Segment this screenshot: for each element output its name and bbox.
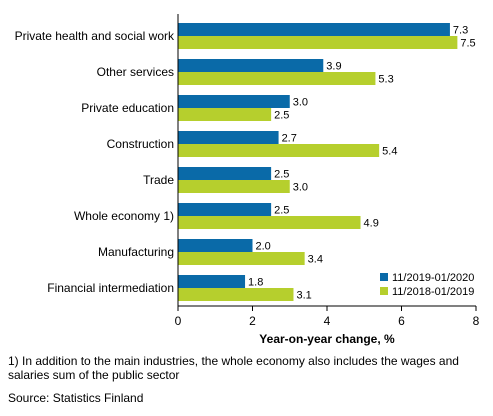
category-label: Trade <box>143 173 174 187</box>
bar-value-label: 7.3 <box>453 25 468 37</box>
bar-series-1 <box>178 167 272 180</box>
legend-label: 11/2019-01/2020 <box>392 272 474 284</box>
bar-series-1 <box>178 239 253 252</box>
category-labels: Private health and social work Other serv… <box>15 29 175 295</box>
category-label: Financial intermediation <box>47 281 174 295</box>
bar-series-2 <box>178 288 294 301</box>
bar-value-label: 3.1 <box>296 290 311 302</box>
bar-series-2 <box>178 108 272 121</box>
category-label: Whole economy 1) <box>74 209 174 223</box>
bar-series-2 <box>178 72 376 85</box>
bar-series-1 <box>178 131 279 144</box>
bar-value-label: 3.0 <box>293 182 308 194</box>
x-axis-ticks: 0 2 4 6 8 <box>175 306 480 328</box>
bar-series-1 <box>178 95 290 108</box>
bar-value-label: 1.8 <box>248 277 263 289</box>
bar-value-label: 7.5 <box>460 38 475 50</box>
bar-value-label: 5.4 <box>382 146 397 158</box>
bar-value-label: 3.0 <box>293 97 308 109</box>
bar-value-label: 2.5 <box>274 169 289 181</box>
bar-value-label: 3.9 <box>326 61 341 73</box>
legend-swatch <box>380 273 388 281</box>
x-tick-label: 8 <box>473 314 480 328</box>
bars <box>178 23 458 301</box>
bar-series-1 <box>178 203 272 216</box>
bar-series-2 <box>178 180 290 193</box>
category-label: Other services <box>97 65 174 79</box>
legend-label: 11/2018-01/2019 <box>392 286 474 298</box>
category-label: Manufacturing <box>98 245 174 259</box>
bar-value-label: 2.5 <box>274 110 289 122</box>
category-label: Private education <box>81 101 174 115</box>
bar-value-label: 4.9 <box>364 218 379 230</box>
category-label: Private health and social work <box>15 29 175 43</box>
x-tick-label: 2 <box>249 314 256 328</box>
legend: 11/2019-01/2020 11/2018-01/2019 <box>380 272 474 298</box>
x-axis-title: Year-on-year change, % <box>259 332 395 346</box>
legend-swatch <box>380 287 388 295</box>
bar-value-label: 2.7 <box>282 133 297 145</box>
category-label: Construction <box>107 137 174 151</box>
source-note: Source: Statistics Finland <box>8 391 144 405</box>
bar-series-1 <box>178 59 324 72</box>
footnote: 1) In addition to the main industries, t… <box>8 354 459 382</box>
x-tick-label: 4 <box>324 314 331 328</box>
bar-series-2 <box>178 216 361 229</box>
x-tick-label: 0 <box>175 314 182 328</box>
bar-series-1 <box>178 275 246 288</box>
bar-series-2 <box>178 144 380 157</box>
bar-chart: Private health and social work Other serv… <box>15 14 480 346</box>
bar-value-label: 5.3 <box>378 74 393 86</box>
bar-value-label: 2.5 <box>274 205 289 217</box>
bar-series-2 <box>178 36 458 49</box>
bar-series-2 <box>178 252 305 265</box>
bar-value-label: 3.4 <box>308 254 323 266</box>
x-tick-label: 6 <box>398 314 405 328</box>
bar-series-1 <box>178 23 450 36</box>
value-labels: 7.37.5 3.9 5.3 3.0 2.5 2.7 5.4 2.5 3.0 2.5 4.9 2.0 3… <box>248 25 476 302</box>
bar-value-label: 2.0 <box>256 241 271 253</box>
